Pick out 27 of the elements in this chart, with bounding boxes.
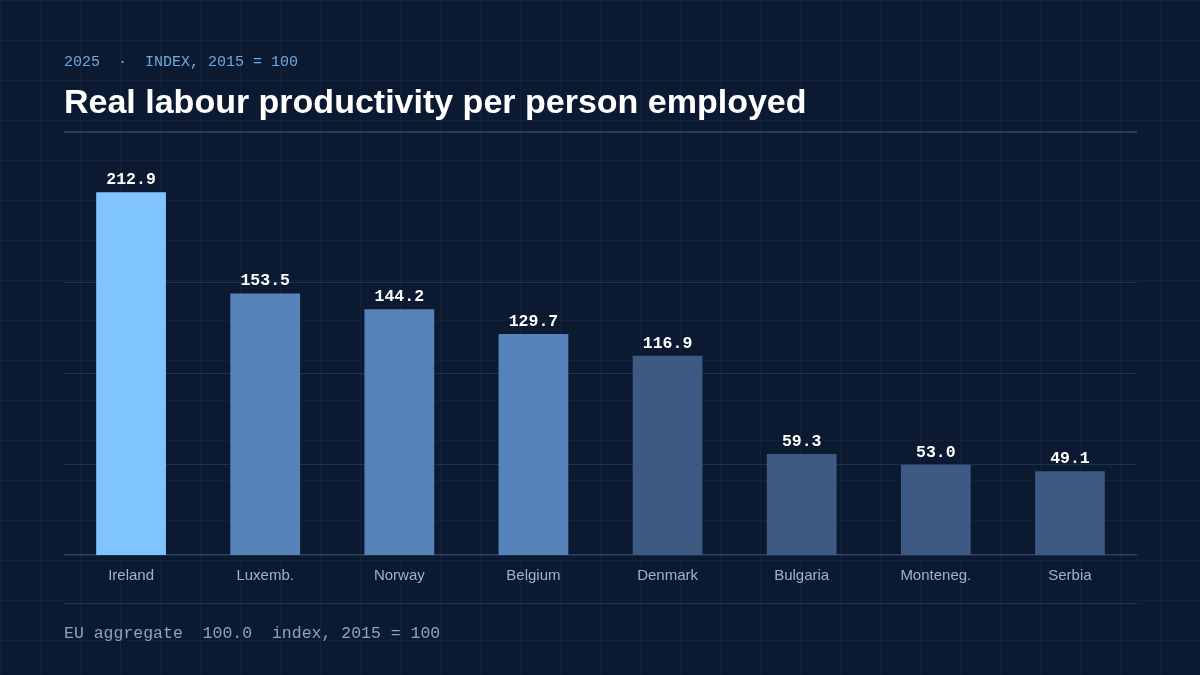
data-label: 59.3 — [781, 431, 822, 451]
bar — [230, 293, 301, 555]
x-tick-label: Norway — [373, 566, 426, 584]
x-tick-label: Ireland — [108, 566, 154, 584]
bar — [498, 333, 569, 555]
data-label: 49.1 — [1050, 449, 1090, 469]
x-tick-label: Belgium — [506, 566, 561, 584]
bar — [364, 309, 435, 555]
bar — [900, 464, 971, 555]
data-label: 116.9 — [642, 333, 693, 353]
data-label: 53.0 — [916, 442, 956, 462]
x-tick-label: Luxemb. — [236, 566, 294, 584]
data-label: 144.2 — [374, 287, 425, 307]
x-tick-label: Monteneg. — [900, 566, 972, 584]
data-label: 129.7 — [508, 311, 559, 331]
x-tick-label: Denmark — [637, 566, 699, 584]
data-label: 212.9 — [106, 170, 156, 190]
bar — [632, 355, 703, 555]
bar — [96, 192, 166, 555]
bar — [766, 453, 837, 555]
text: EU aggregate 100.0 index, 2015 = 100 — [64, 624, 441, 643]
bar — [1035, 471, 1105, 555]
x-tick-label: Bulgaria — [774, 566, 830, 584]
x-tick-label: Serbia — [1048, 566, 1093, 584]
chart-subtitle: 2025 · INDEX, 2015 = 100 — [64, 54, 299, 71]
chart-title: Real labour productivity per person employed — [64, 82, 807, 121]
data-label: 153.5 — [240, 271, 291, 291]
